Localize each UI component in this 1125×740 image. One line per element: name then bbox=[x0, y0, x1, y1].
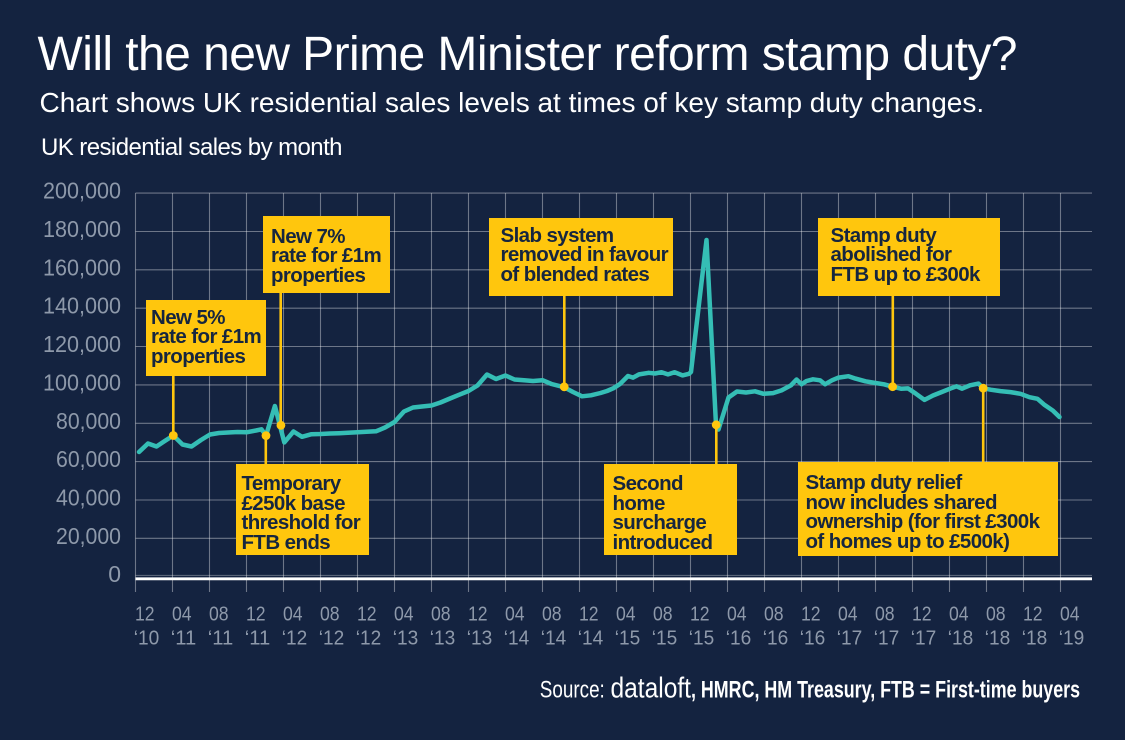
svg-text:‘15: ‘15 bbox=[615, 628, 641, 650]
svg-text:12: 12 bbox=[468, 604, 488, 626]
svg-text:‘15: ‘15 bbox=[689, 628, 715, 650]
svg-text:60,000: 60,000 bbox=[56, 446, 121, 472]
svg-text:08: 08 bbox=[875, 604, 895, 626]
svg-text:, HMRC, HM Treasury, FTB = Fir: , HMRC, HM Treasury, FTB = First-time bu… bbox=[691, 677, 1080, 704]
svg-text:‘16: ‘16 bbox=[800, 628, 826, 650]
svg-text:‘11: ‘11 bbox=[208, 628, 234, 650]
svg-text:04: 04 bbox=[727, 604, 747, 626]
svg-text:‘18: ‘18 bbox=[985, 628, 1011, 650]
svg-text:‘10: ‘10 bbox=[134, 628, 160, 650]
svg-text:‘16: ‘16 bbox=[763, 628, 789, 650]
svg-text:‘15: ‘15 bbox=[652, 628, 678, 650]
svg-text:Source:: Source: bbox=[540, 677, 605, 704]
svg-text:160,000: 160,000 bbox=[43, 254, 121, 280]
svg-text:08: 08 bbox=[653, 604, 673, 626]
svg-text:08: 08 bbox=[542, 604, 562, 626]
svg-text:‘19: ‘19 bbox=[1059, 628, 1085, 650]
svg-text:04: 04 bbox=[505, 604, 525, 626]
svg-text:‘14: ‘14 bbox=[578, 628, 604, 650]
svg-text:04: 04 bbox=[838, 604, 858, 626]
svg-text:100,000: 100,000 bbox=[43, 369, 121, 395]
svg-text:‘17: ‘17 bbox=[837, 628, 863, 650]
svg-text:08: 08 bbox=[764, 604, 784, 626]
svg-text:12: 12 bbox=[1023, 604, 1043, 626]
svg-text:‘11: ‘11 bbox=[245, 628, 270, 650]
svg-text:12: 12 bbox=[135, 604, 155, 626]
svg-text:‘17: ‘17 bbox=[911, 628, 937, 650]
svg-text:140,000: 140,000 bbox=[43, 293, 121, 319]
svg-text:04: 04 bbox=[1060, 604, 1080, 626]
svg-text:‘14: ‘14 bbox=[504, 628, 530, 650]
svg-text:08: 08 bbox=[320, 604, 340, 626]
svg-text:‘14: ‘14 bbox=[541, 628, 567, 650]
svg-text:12: 12 bbox=[246, 604, 266, 626]
svg-text:‘18: ‘18 bbox=[1022, 628, 1048, 650]
svg-text:‘12: ‘12 bbox=[356, 628, 382, 650]
svg-text:12: 12 bbox=[690, 604, 710, 626]
svg-text:12: 12 bbox=[912, 604, 932, 626]
svg-text:08: 08 bbox=[209, 604, 229, 626]
svg-text:‘12: ‘12 bbox=[282, 628, 308, 650]
svg-text:120,000: 120,000 bbox=[43, 331, 121, 357]
svg-text:04: 04 bbox=[949, 604, 969, 626]
svg-text:08: 08 bbox=[986, 604, 1006, 626]
svg-text:04: 04 bbox=[283, 604, 303, 626]
svg-text:200,000: 200,000 bbox=[43, 178, 121, 204]
svg-text:40,000: 40,000 bbox=[56, 485, 121, 511]
svg-text:‘13: ‘13 bbox=[467, 628, 493, 650]
svg-text:12: 12 bbox=[579, 604, 599, 626]
svg-text:‘17: ‘17 bbox=[874, 628, 900, 650]
svg-text:08: 08 bbox=[431, 604, 451, 626]
svg-text:80,000: 80,000 bbox=[56, 408, 121, 434]
svg-text:‘18: ‘18 bbox=[948, 628, 974, 650]
svg-text:0: 0 bbox=[108, 561, 121, 587]
svg-text:‘12: ‘12 bbox=[319, 628, 345, 650]
svg-text:20,000: 20,000 bbox=[56, 523, 121, 549]
svg-text:04: 04 bbox=[394, 604, 414, 626]
svg-text:‘13: ‘13 bbox=[393, 628, 419, 650]
svg-text:dataloft: dataloft bbox=[611, 673, 692, 705]
svg-text:12: 12 bbox=[801, 604, 821, 626]
svg-text:12: 12 bbox=[357, 604, 377, 626]
svg-text:180,000: 180,000 bbox=[43, 216, 121, 242]
svg-text:04: 04 bbox=[172, 604, 192, 626]
svg-text:‘13: ‘13 bbox=[430, 628, 456, 650]
svg-text:‘16: ‘16 bbox=[726, 628, 752, 650]
svg-text:‘11: ‘11 bbox=[171, 628, 197, 650]
svg-text:04: 04 bbox=[616, 604, 636, 626]
